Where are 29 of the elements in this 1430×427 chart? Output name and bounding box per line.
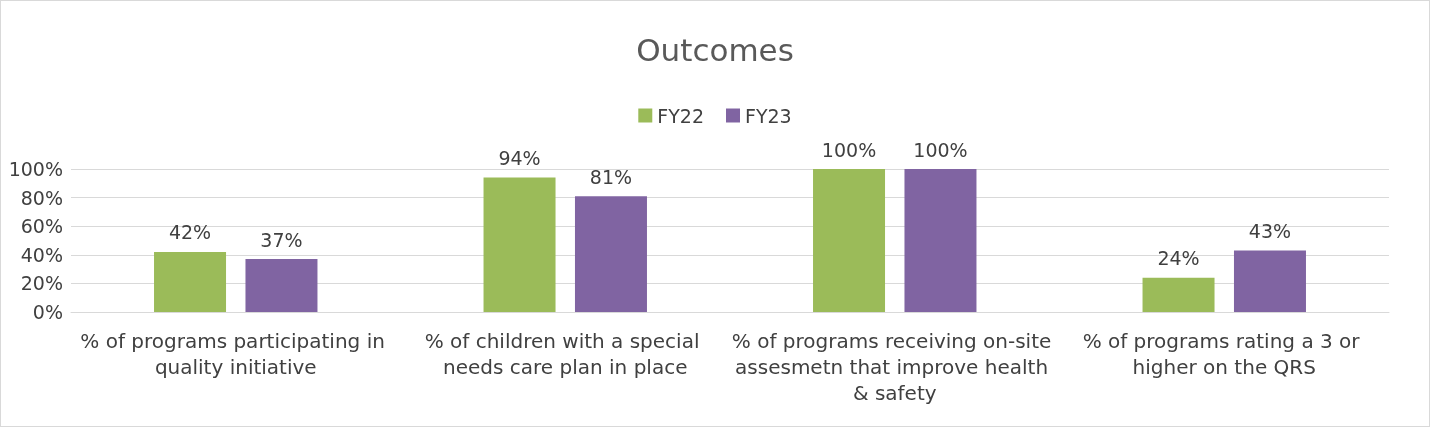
bar [813, 169, 886, 312]
data-label: 100% [913, 138, 968, 161]
data-label: 24% [1157, 247, 1200, 270]
y-tick-label: 40% [20, 243, 63, 266]
data-label: 100% [821, 138, 877, 161]
chart-title: Outcomes [636, 31, 794, 68]
bar [483, 177, 556, 312]
data-label: 94% [498, 147, 541, 170]
x-tick-label: % of programs receiving on-site assesmetn that improve health & safety [731, 329, 1058, 405]
legend-label: FY23 [745, 104, 792, 127]
legend-label: FY22 [657, 104, 705, 127]
y-tick-label: 60% [20, 215, 63, 238]
data-label: 42% [168, 221, 212, 244]
data-label: 43% [1248, 220, 1292, 243]
bar [1142, 277, 1215, 312]
bar [904, 169, 977, 312]
y-tick-label: 100% [8, 158, 63, 180]
bar [154, 251, 227, 312]
bar [574, 196, 647, 312]
x-tick-label: % of programs rating a 3 or higher on the QRS [1082, 329, 1366, 379]
bar [1233, 250, 1306, 312]
y-tick-label: 80% [20, 186, 63, 209]
y-tick-label: 0% [32, 301, 63, 323]
bar [245, 259, 318, 312]
data-label: 81% [589, 165, 633, 188]
x-tick-label: % of programs participating in quality initiative [80, 329, 392, 379]
data-label: 37% [260, 228, 303, 251]
x-tick-label: % of children with a special needs care plan in place [424, 329, 706, 379]
y-tick-label: 20% [20, 272, 63, 295]
